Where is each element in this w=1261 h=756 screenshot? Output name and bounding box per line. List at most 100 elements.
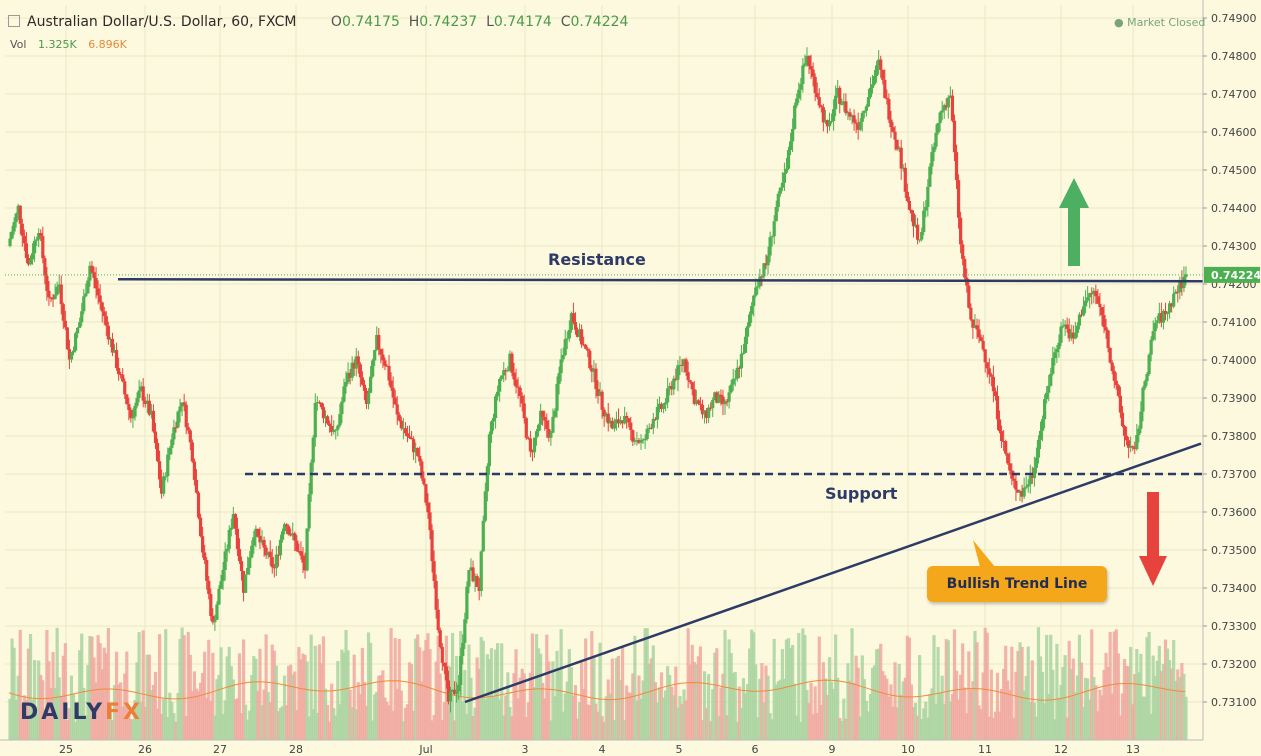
candle-body (465, 586, 469, 620)
volume-bar (53, 687, 57, 740)
candle-body (623, 416, 627, 424)
volume-bar (922, 708, 926, 740)
candle-body (385, 365, 389, 367)
candle-body (266, 551, 270, 556)
candle-body (22, 235, 26, 244)
volume-bar (356, 682, 360, 740)
candle (407, 425, 412, 439)
volume-bar (827, 657, 832, 740)
candle (694, 389, 698, 406)
volume-bar (1137, 672, 1141, 740)
candle-body (1143, 381, 1147, 388)
volume-bar (664, 690, 668, 740)
candle (623, 406, 627, 425)
candle (584, 343, 588, 350)
candle-body (1047, 385, 1051, 393)
candle-body (135, 397, 139, 406)
volume-label[interactable]: Vol (10, 38, 27, 51)
candle (1088, 292, 1092, 309)
symbol-title[interactable]: Australian Dollar/U.S. Dollar, 60, FXCM (27, 14, 297, 30)
candle (844, 93, 848, 116)
candle (176, 410, 180, 429)
candle (489, 420, 494, 444)
volume-bar (1034, 716, 1039, 740)
candle (567, 320, 571, 342)
candle (235, 517, 240, 557)
candle (877, 50, 881, 75)
candle (1176, 285, 1180, 303)
volume-bar (80, 633, 84, 740)
candle (430, 524, 434, 573)
volume-bar (1053, 719, 1057, 740)
price-tick-label: 0.74900 (1211, 12, 1257, 25)
volume-bar (670, 686, 674, 740)
volume-bar (393, 638, 397, 740)
candle (1024, 476, 1028, 490)
candle (1092, 287, 1096, 304)
candle (334, 428, 338, 440)
candle (393, 389, 397, 406)
volume-bar (745, 684, 750, 740)
volume-bar (500, 643, 504, 740)
candle-body (696, 400, 700, 404)
candle (1018, 489, 1022, 502)
candle-body (709, 407, 713, 409)
candle (1038, 421, 1043, 449)
candle (811, 62, 815, 87)
candle-body (1159, 313, 1163, 323)
volume-bar (1157, 645, 1161, 740)
candle (559, 348, 563, 382)
volume-bar (1086, 678, 1090, 740)
candle (786, 146, 791, 170)
candle (764, 254, 768, 270)
candle-body (141, 386, 145, 401)
candle-body (67, 349, 72, 360)
candle-body (926, 186, 930, 207)
candle-body (149, 410, 153, 415)
volume-bar (709, 721, 713, 740)
candle (432, 550, 436, 589)
candle (428, 502, 432, 540)
candle (82, 289, 86, 315)
volume-bar (117, 684, 121, 740)
volume-bar (983, 627, 987, 740)
candle-body (14, 213, 18, 223)
volume-legend: Vol 1.325K 6.896K (10, 38, 127, 51)
candle (1114, 372, 1118, 390)
volume-bar (1047, 693, 1051, 740)
volume-bar (98, 643, 102, 740)
candle (8, 232, 12, 248)
volume-bar (1051, 669, 1055, 740)
volume-bar (920, 719, 924, 740)
candle (1004, 439, 1008, 456)
candle (635, 431, 639, 446)
collapse-icon[interactable] (8, 15, 20, 27)
candle-body (459, 656, 463, 685)
candle (110, 332, 115, 357)
candle (745, 322, 750, 344)
candle (985, 362, 989, 378)
candle (84, 283, 88, 298)
volume-bar (239, 713, 244, 740)
candle (256, 528, 260, 538)
candle (866, 89, 871, 108)
candle-body (1174, 291, 1178, 294)
last-price-tag (1204, 266, 1260, 283)
candle (582, 336, 586, 347)
price-tick-label: 0.73300 (1211, 620, 1257, 633)
candle-body (299, 551, 303, 556)
candle-body (182, 402, 186, 405)
volume-bar (198, 682, 203, 740)
dailyfx-logo: DAILYFX (20, 700, 143, 725)
volume-bar (90, 636, 94, 740)
candle (129, 407, 133, 423)
volume-bar (184, 716, 188, 740)
candle-body (528, 438, 532, 452)
candle (1036, 435, 1041, 464)
candle-body (360, 377, 364, 385)
candle (1002, 430, 1006, 452)
candle (737, 365, 741, 379)
volume-bar (752, 632, 756, 740)
candle (541, 410, 545, 426)
